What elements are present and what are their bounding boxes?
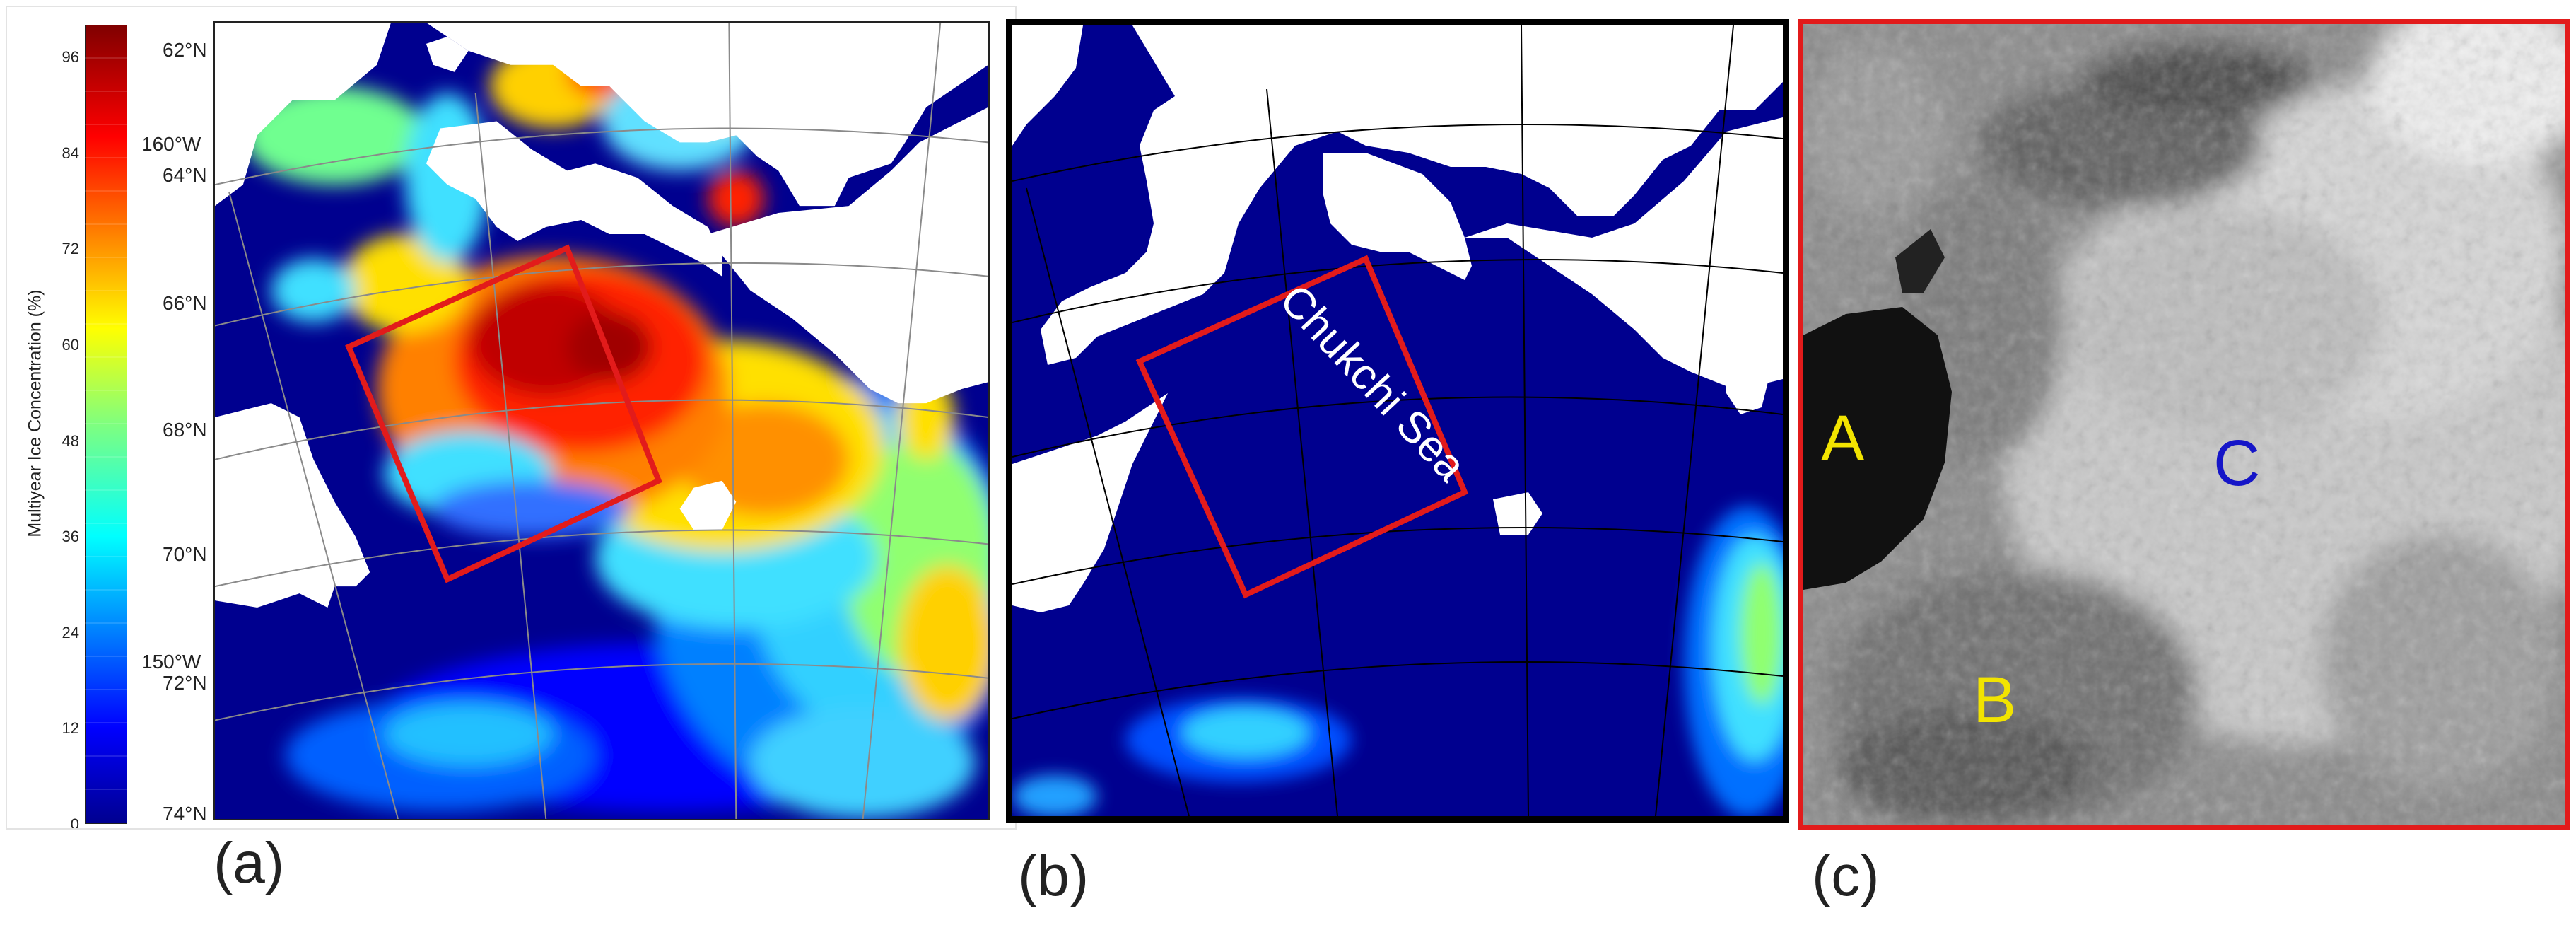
colorbar-tick-label: 60: [62, 336, 79, 354]
lat-label-68n: 68°N: [163, 419, 207, 441]
region-letter-c: C: [2213, 427, 2261, 499]
colorbar: [85, 25, 127, 824]
lat-label-66n: 66°N: [163, 292, 207, 314]
lat-label-62n: 62°N: [163, 39, 207, 61]
lat-label-70n: 70°N: [163, 543, 207, 565]
panel-c-label: (c): [1812, 844, 1880, 908]
lat-label-72n: 72°N: [163, 672, 207, 694]
lon-label-160w: 160°W: [141, 133, 201, 155]
colorbar-tick-label: 36: [62, 528, 79, 546]
land-mass: [1012, 25, 1783, 612]
colorbar-tick-label: 96: [62, 48, 79, 66]
lon-label-150w: 150°W: [141, 651, 201, 673]
colorbar-tick-label: 48: [62, 431, 79, 450]
ice-concentration-svg: [215, 23, 988, 819]
ice-concentration-map: [213, 21, 990, 820]
colorbar-tick-label: 12: [62, 719, 79, 738]
sar-image-svg: [1803, 24, 2565, 825]
graticule: [1012, 25, 1783, 816]
mask-map-svg: [1012, 25, 1783, 816]
open-water-region: [1803, 307, 1952, 590]
panel-a-label: (a): [213, 831, 285, 895]
land-mass: [215, 23, 988, 608]
study-region-box: [1135, 255, 1469, 599]
region-letter-b: B: [1973, 664, 2017, 736]
sar-image: A B C: [1798, 19, 2570, 830]
residual-ice-field: [1012, 506, 1783, 816]
lat-label-64n: 64°N: [163, 164, 207, 186]
graticule: [215, 23, 988, 819]
colorbar-gradient: [85, 25, 127, 824]
lat-label-74n: 74°N: [163, 803, 207, 825]
mask-map: Chukchi Sea: [1006, 19, 1789, 823]
study-region-box: [345, 244, 662, 583]
panel-b-label: (b): [1018, 844, 1089, 908]
region-letter-a: A: [1821, 402, 1865, 475]
colorbar-tick-label: 24: [62, 623, 79, 641]
colorbar-tick-label: 0: [70, 815, 79, 830]
colorbar-tick-label: 72: [62, 240, 79, 258]
colorbar-title: Multiyear Ice Concentration (%): [25, 289, 45, 537]
colorbar-tick-label: 84: [62, 144, 79, 162]
